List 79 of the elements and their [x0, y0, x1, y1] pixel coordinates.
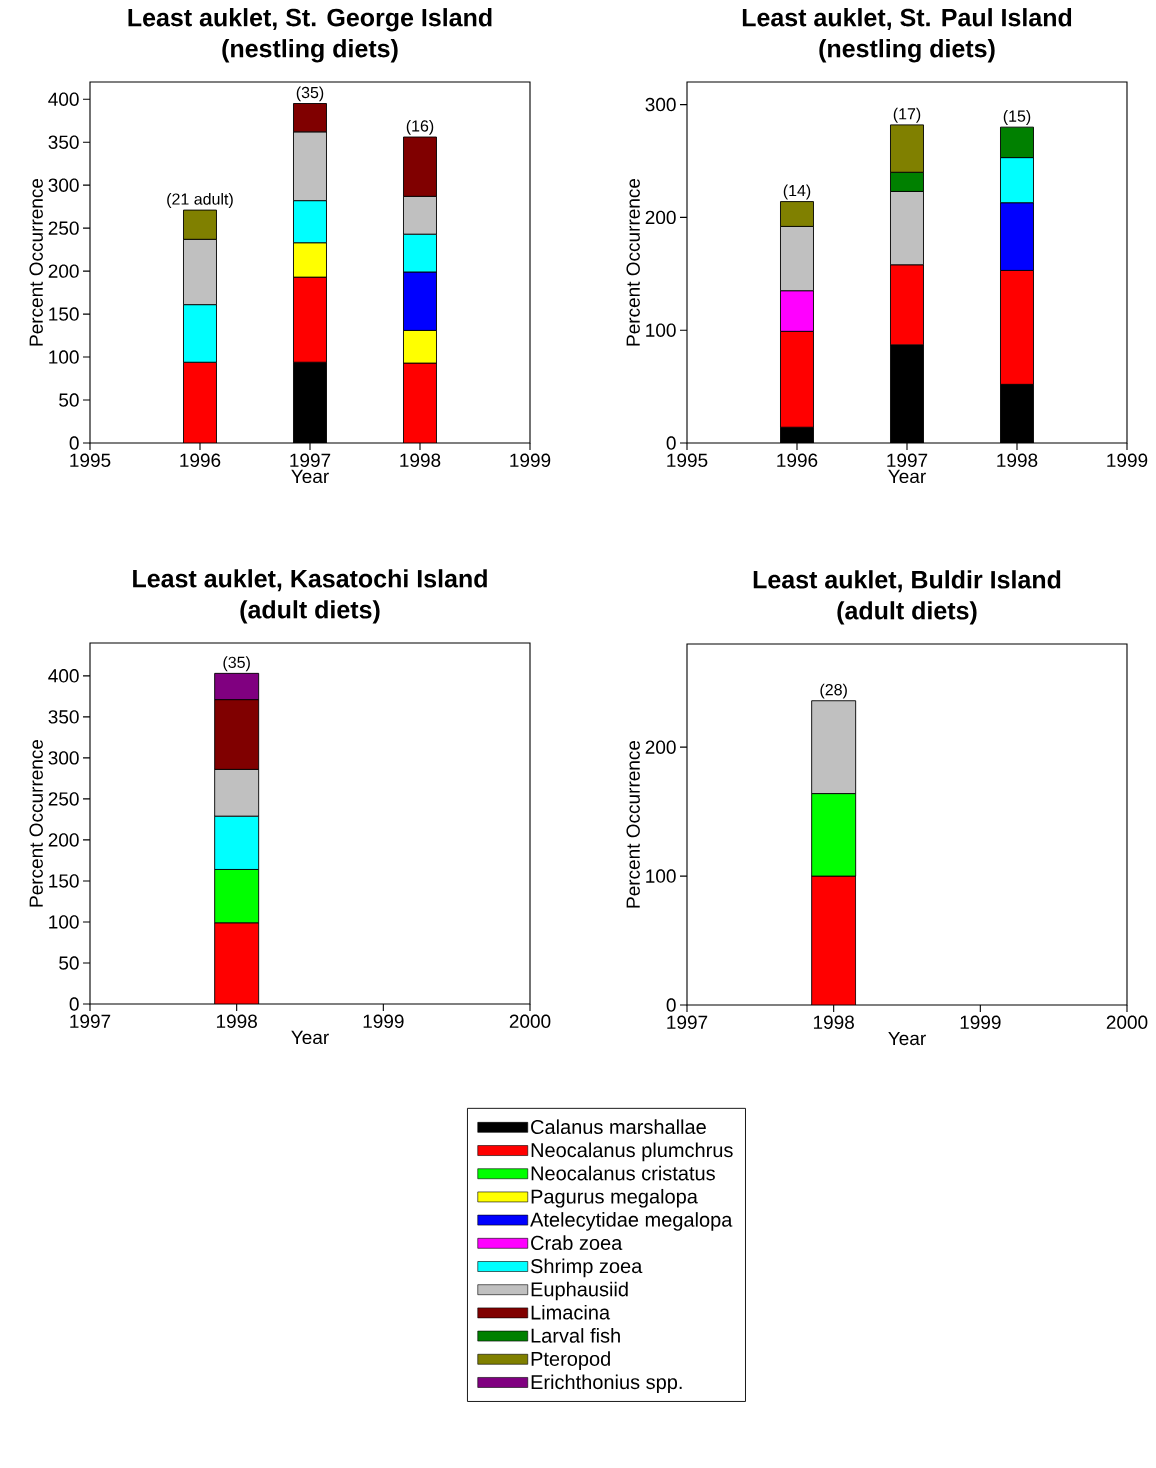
y-tick-label: 0 — [69, 436, 79, 450]
x-tick-label: 1998 — [997, 453, 1038, 467]
y-axis-title: Percent Occurrence — [29, 739, 43, 907]
y-tick-label: 100 — [646, 323, 676, 337]
annotation: (16) — [406, 119, 434, 135]
annotation: (35) — [223, 656, 250, 672]
x-tick-label: 1997 — [290, 453, 331, 467]
x-axis-title: Year — [888, 469, 926, 484]
x-tick-label: 2000 — [1106, 1015, 1148, 1030]
x-tick-label: 1999 — [510, 453, 551, 467]
legend-label: Crab zoea — [531, 1235, 623, 1250]
chart-subtitle: (nestling diets) — [222, 39, 398, 63]
y-tick-label: 200 — [48, 833, 79, 847]
y-axis-title: Percent Occurrence — [626, 178, 640, 346]
x-tick-label: 1997 — [887, 453, 928, 467]
x-axis-title: Year — [291, 469, 329, 484]
y-tick-label: 50 — [59, 393, 79, 407]
legend-label: Neocalanus plumchrus — [531, 1142, 733, 1162]
legend-label: Limacina — [531, 1304, 611, 1320]
y-axis-title: Percent Occurrence — [626, 740, 640, 908]
y-tick-label: 0 — [666, 436, 676, 450]
x-tick-label: 1999 — [960, 1015, 1001, 1030]
legend-label: Neocalanus cristatus — [531, 1165, 715, 1181]
y-tick-label: 300 — [645, 97, 676, 112]
y-tick-label: 200 — [645, 740, 676, 754]
x-tick-label: 1995 — [667, 453, 708, 467]
x-tick-label: 1995 — [70, 453, 111, 467]
annotation: (28) — [820, 683, 847, 699]
legend-label: Calanus marshallae — [531, 1119, 706, 1135]
y-tick-label: 0 — [666, 998, 676, 1012]
legend-label: Euphausiid — [531, 1281, 628, 1301]
y-tick-label: 150 — [49, 307, 79, 321]
x-axis-title: Year — [888, 1031, 926, 1046]
chart-subtitle: (nestling diets) — [819, 39, 995, 63]
y-tick-label: 350 — [48, 135, 79, 149]
y-tick-label: 400 — [48, 669, 79, 683]
chart-title: Least auklet, St. Paul Island — [742, 8, 1072, 31]
x-tick-label: 1998 — [813, 1015, 854, 1030]
y-tick-label: 150 — [49, 874, 79, 888]
chart-subtitle: (adult diets) — [240, 600, 380, 624]
x-tick-label: 1996 — [777, 453, 818, 467]
y-tick-label: 300 — [48, 178, 79, 192]
legend-label: Atelecytidae megalopa — [530, 1212, 733, 1231]
y-axis-title: Percent Occurrence — [29, 178, 43, 346]
chart-title: Least auklet, St. George Island — [128, 8, 492, 32]
y-tick-label: 100 — [49, 915, 79, 929]
chart-title: Least auklet, Kasatochi Island — [133, 569, 487, 592]
chart-title: Least auklet, Buldir Island — [753, 570, 1061, 593]
y-tick-label: 250 — [48, 221, 79, 235]
x-tick-label: 1999 — [1107, 453, 1148, 467]
legend-label: Larval fish — [531, 1328, 620, 1343]
legend-label: Pteropod — [531, 1351, 610, 1370]
y-tick-label: 100 — [646, 869, 676, 883]
y-tick-label: 50 — [59, 956, 79, 970]
y-tick-label: 250 — [48, 792, 79, 806]
annotation: (17) — [893, 107, 921, 123]
legend-label: Erichthonius spp. — [531, 1374, 682, 1394]
annotation: (21 adult) — [167, 192, 233, 208]
annotation: (15) — [1003, 110, 1031, 125]
x-tick-label: 1996 — [180, 453, 221, 467]
y-tick-label: 300 — [48, 751, 79, 765]
x-axis-title: Year — [291, 1030, 329, 1045]
legend-label: Pagurus megalopa — [531, 1188, 698, 1208]
y-tick-label: 200 — [645, 210, 676, 225]
x-tick-label: 1997 — [70, 1014, 111, 1028]
x-tick-label: 2000 — [509, 1014, 551, 1028]
annotation: (35) — [296, 86, 324, 102]
y-tick-label: 400 — [48, 92, 79, 106]
y-tick-label: 0 — [69, 997, 79, 1011]
annotation: (14) — [783, 184, 811, 200]
x-tick-label: 1997 — [667, 1015, 708, 1030]
y-tick-label: 100 — [49, 350, 79, 364]
x-tick-label: 1999 — [363, 1014, 404, 1028]
x-tick-label: 1998 — [400, 453, 441, 467]
y-tick-label: 200 — [48, 264, 79, 278]
legend-label: Shrimp zoea — [530, 1258, 643, 1278]
y-tick-label: 350 — [48, 710, 79, 724]
x-tick-label: 1998 — [216, 1014, 257, 1028]
chart-subtitle: (adult diets) — [837, 601, 977, 625]
